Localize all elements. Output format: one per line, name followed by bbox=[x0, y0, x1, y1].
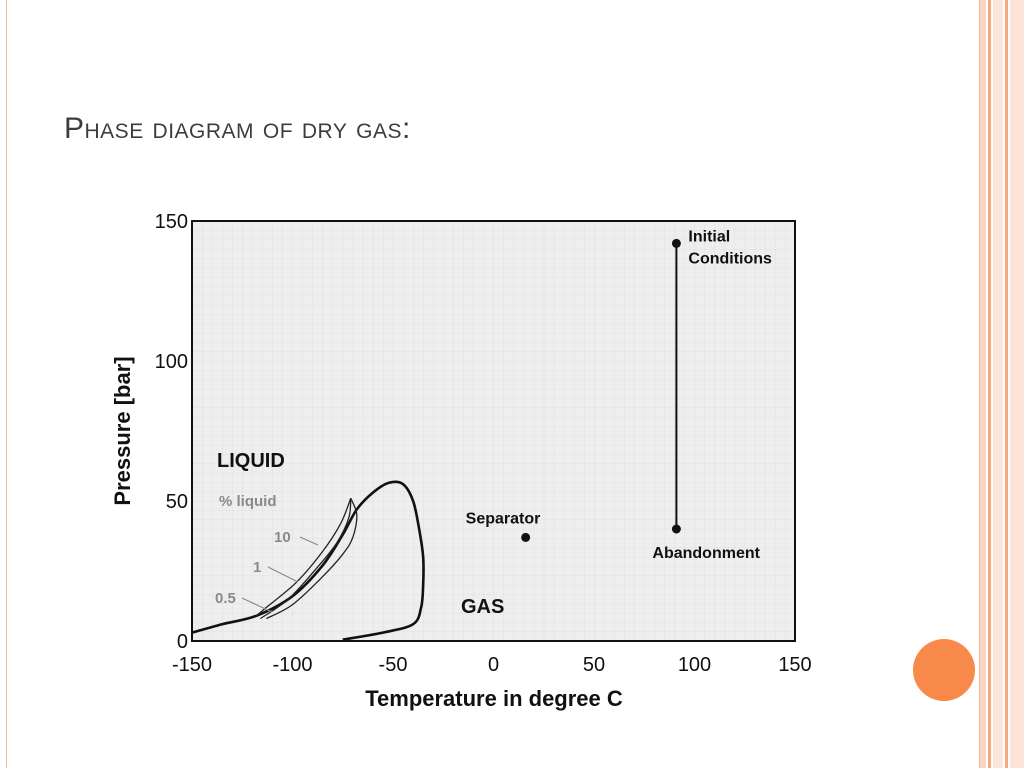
y-tick-label: 0 bbox=[177, 631, 188, 653]
decor-stripe-1 bbox=[980, 0, 986, 768]
decor-stripe-2 bbox=[988, 0, 991, 768]
x-tick-label: -50 bbox=[379, 654, 408, 676]
point-label: Abandonment bbox=[652, 545, 760, 562]
x-tick-labels: -150 -100 -50 0 50 100 150 bbox=[172, 654, 812, 676]
point-label: Separator bbox=[466, 510, 541, 527]
y-tick-labels: 0 50 100 150 bbox=[155, 211, 188, 653]
region-label-gas: GAS bbox=[461, 596, 504, 618]
x-tick-label: -150 bbox=[172, 654, 212, 676]
chart-marks: 10 1 0.5 Separator Initial Conditions Abandonm… bbox=[191, 228, 772, 641]
slide-frame bbox=[6, 0, 980, 768]
x-axis-label: Temperature in degree C bbox=[365, 686, 623, 711]
slide-title: Phase diagram of dry gas: bbox=[64, 112, 411, 145]
data-point bbox=[671, 238, 681, 248]
y-axis-label: Pressure [bar] bbox=[110, 356, 135, 505]
x-tick-label: 150 bbox=[778, 654, 811, 676]
data-point bbox=[521, 532, 531, 542]
x-tick-label: 100 bbox=[678, 654, 711, 676]
y-tick-label: 50 bbox=[166, 491, 188, 513]
accent-circle bbox=[913, 639, 975, 701]
y-tick-label: 100 bbox=[155, 351, 188, 373]
plot-grid bbox=[192, 221, 795, 641]
region-label-liquid: LIQUID bbox=[217, 450, 285, 472]
quality-label-leader bbox=[241, 597, 273, 613]
x-tick-label: 0 bbox=[488, 654, 499, 676]
quality-line-label: 0.5 bbox=[215, 590, 236, 607]
decor-stripe-5 bbox=[1010, 0, 1024, 768]
decor-stripe-4 bbox=[1005, 0, 1008, 768]
quality-line-label: 1 bbox=[253, 559, 261, 576]
x-tick-label: 50 bbox=[583, 654, 605, 676]
x-tick-label: -100 bbox=[272, 654, 312, 676]
plot-frame bbox=[191, 220, 796, 642]
data-point bbox=[671, 524, 681, 534]
decor-stripe-3 bbox=[993, 0, 1003, 768]
quality-label-leader bbox=[267, 566, 299, 583]
y-tick-label: 150 bbox=[155, 211, 188, 233]
quality-label-leader bbox=[299, 536, 319, 546]
quality-line bbox=[266, 497, 358, 620]
region-label-percent-liquid: % liquid bbox=[219, 493, 277, 510]
quality-line bbox=[259, 498, 352, 620]
quality-line-label: 10 bbox=[274, 529, 291, 546]
point-label: Initial Conditions bbox=[688, 228, 772, 267]
